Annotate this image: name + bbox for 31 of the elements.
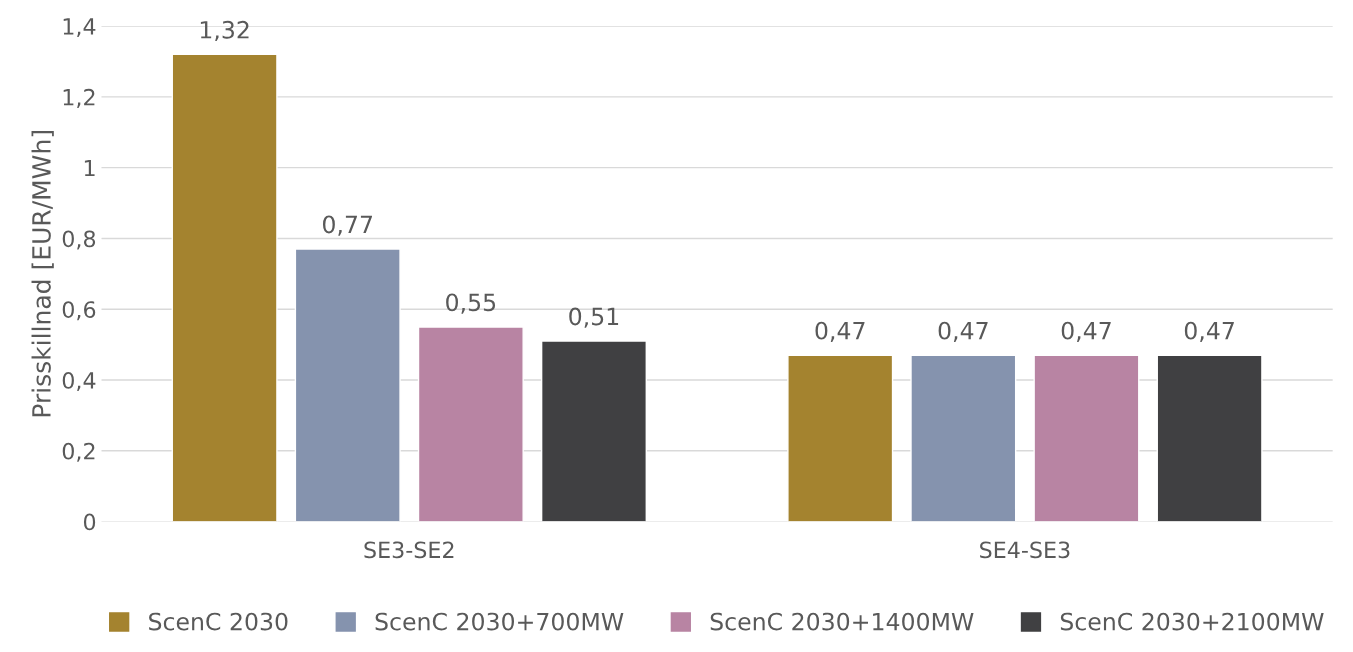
bar (1033, 354, 1140, 522)
bar (1156, 354, 1263, 522)
bar (787, 354, 894, 522)
y-tick-label: 1 (84, 159, 95, 177)
y-tick-label: 1,4 (63, 18, 96, 38)
data-label: 0,47 (1184, 321, 1234, 342)
data-label: 0,51 (569, 307, 619, 328)
y-axis-title: Prisskillnad [EUR/MWh] (31, 131, 54, 417)
legend-label: ScenC 2030+700MW (375, 612, 624, 631)
y-tick-label: 0,2 (62, 442, 95, 462)
data-label: 0,47 (815, 321, 865, 342)
bar (540, 340, 647, 522)
data-label: 0,47 (1061, 321, 1111, 342)
y-tick-label: 0,4 (62, 371, 96, 392)
y-tick-label: 0,8 (62, 230, 96, 250)
data-label: 0,77 (322, 215, 372, 236)
data-label: 1,32 (200, 20, 249, 42)
legend-label: ScenC 2030 (149, 612, 288, 631)
x-tick-label: SE4-SE3 (980, 541, 1070, 559)
legend-label: ScenC 2030+2100MW (1060, 612, 1324, 631)
y-tick-label: 0 (83, 513, 96, 531)
y-tick-label: 1,2 (63, 88, 95, 108)
data-label: 0,55 (446, 293, 496, 314)
bar (294, 248, 401, 522)
y-tick-label: 0,6 (62, 301, 96, 321)
bar (910, 354, 1017, 522)
bar (171, 53, 278, 522)
bar (417, 326, 524, 522)
legend-label: ScenC 2030+1400MW (710, 612, 974, 631)
x-tick-label: SE3-SE2 (364, 541, 454, 559)
data-label: 0,47 (938, 321, 988, 342)
